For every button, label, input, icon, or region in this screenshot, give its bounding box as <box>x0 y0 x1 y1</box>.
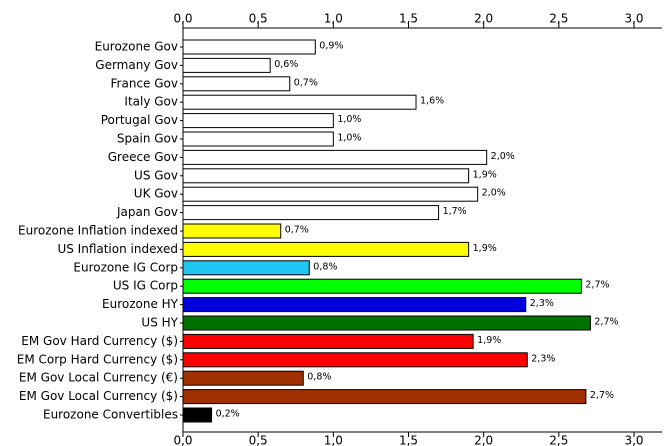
bar <box>182 186 479 202</box>
x-tick-label: 3,0 <box>624 12 643 26</box>
category-label: EM Gov Hard Currency ($) <box>21 334 178 348</box>
value-label: 2,0% <box>491 151 515 162</box>
x-tick-label: 1,5 <box>399 12 418 26</box>
category-label: Eurozone HY <box>102 297 179 311</box>
bar <box>182 76 291 92</box>
x-tick-label: 3,0 <box>624 434 643 446</box>
category-label: Eurozone Inflation indexed <box>18 224 178 238</box>
category-label: EM Gov Local Currency (€) <box>19 371 178 385</box>
bar <box>182 57 271 73</box>
category-label: France Gov <box>111 76 178 90</box>
category-label: Eurozone IG Corp <box>73 260 178 274</box>
value-label: 0,2% <box>216 409 240 420</box>
x-tick-label: 2,0 <box>474 434 493 446</box>
category-label: Italy Gov <box>124 95 178 109</box>
bar <box>182 352 528 368</box>
bar <box>182 241 470 257</box>
bar <box>182 39 316 55</box>
x-tick-label: 1,0 <box>324 12 343 26</box>
x-tick-label: 1,5 <box>399 434 418 446</box>
bar <box>182 260 310 276</box>
value-label: 0,7% <box>294 77 318 88</box>
category-label: US IG Corp <box>113 279 178 293</box>
category-label: Japan Gov <box>116 205 178 219</box>
category-label: US HY <box>141 316 178 330</box>
category-label: UK Gov <box>134 187 178 201</box>
value-label: 2,7% <box>585 280 609 291</box>
value-label: 1,9% <box>473 169 497 180</box>
x-tick-label: 0,0 <box>173 12 192 26</box>
bar <box>182 407 213 423</box>
x-tick-label: 2,0 <box>474 12 493 26</box>
value-label: 2,3% <box>530 298 554 309</box>
category-label: US Gov <box>134 168 178 182</box>
bar <box>182 333 474 349</box>
value-label: 2,3% <box>531 353 555 364</box>
value-label: 0,7% <box>285 225 309 236</box>
value-label: 0,8% <box>313 261 337 272</box>
bar <box>182 370 304 386</box>
value-label: 1,0% <box>337 133 361 144</box>
category-label: Eurozone Gov <box>95 40 178 54</box>
bar <box>182 315 591 331</box>
x-tick-label: 0,5 <box>249 12 268 26</box>
bar <box>182 168 470 184</box>
bar <box>182 205 440 221</box>
x-tick-label: 0,0 <box>173 434 192 446</box>
category-label: EM Corp Hard Currency ($) <box>17 352 178 366</box>
x-tick-label: 0,5 <box>249 434 268 446</box>
value-label: 2,7% <box>590 390 614 401</box>
x-tick-label: 2,5 <box>549 12 568 26</box>
bar <box>182 94 417 110</box>
value-label: 1,6% <box>420 96 444 107</box>
value-label: 0,9% <box>319 41 343 52</box>
bar <box>182 389 587 405</box>
category-label: Portugal Gov <box>101 113 178 127</box>
category-label: US Inflation indexed <box>57 242 178 256</box>
bar <box>182 113 334 129</box>
category-label: Eurozone Convertibles <box>43 408 178 422</box>
value-label: 1,9% <box>477 335 501 346</box>
bar <box>182 278 582 294</box>
value-label: 2,7% <box>594 317 618 328</box>
bar <box>182 149 488 165</box>
category-label: EM Gov Local Currency ($) <box>19 389 178 403</box>
x-tick-label: 2,5 <box>549 434 568 446</box>
category-label: Spain Gov <box>117 132 178 146</box>
value-label: 1,7% <box>443 206 467 217</box>
value-label: 1,0% <box>337 114 361 125</box>
bar <box>182 131 334 147</box>
category-label: Germany Gov <box>95 58 178 72</box>
bar <box>182 223 282 239</box>
value-label: 2,0% <box>482 188 506 199</box>
value-label: 0,6% <box>274 59 298 70</box>
value-label: 1,9% <box>473 243 497 254</box>
x-tick-label: 1,0 <box>324 434 343 446</box>
category-label: Greece Gov <box>108 150 178 164</box>
value-label: 0,8% <box>307 372 331 383</box>
bar <box>182 297 527 313</box>
